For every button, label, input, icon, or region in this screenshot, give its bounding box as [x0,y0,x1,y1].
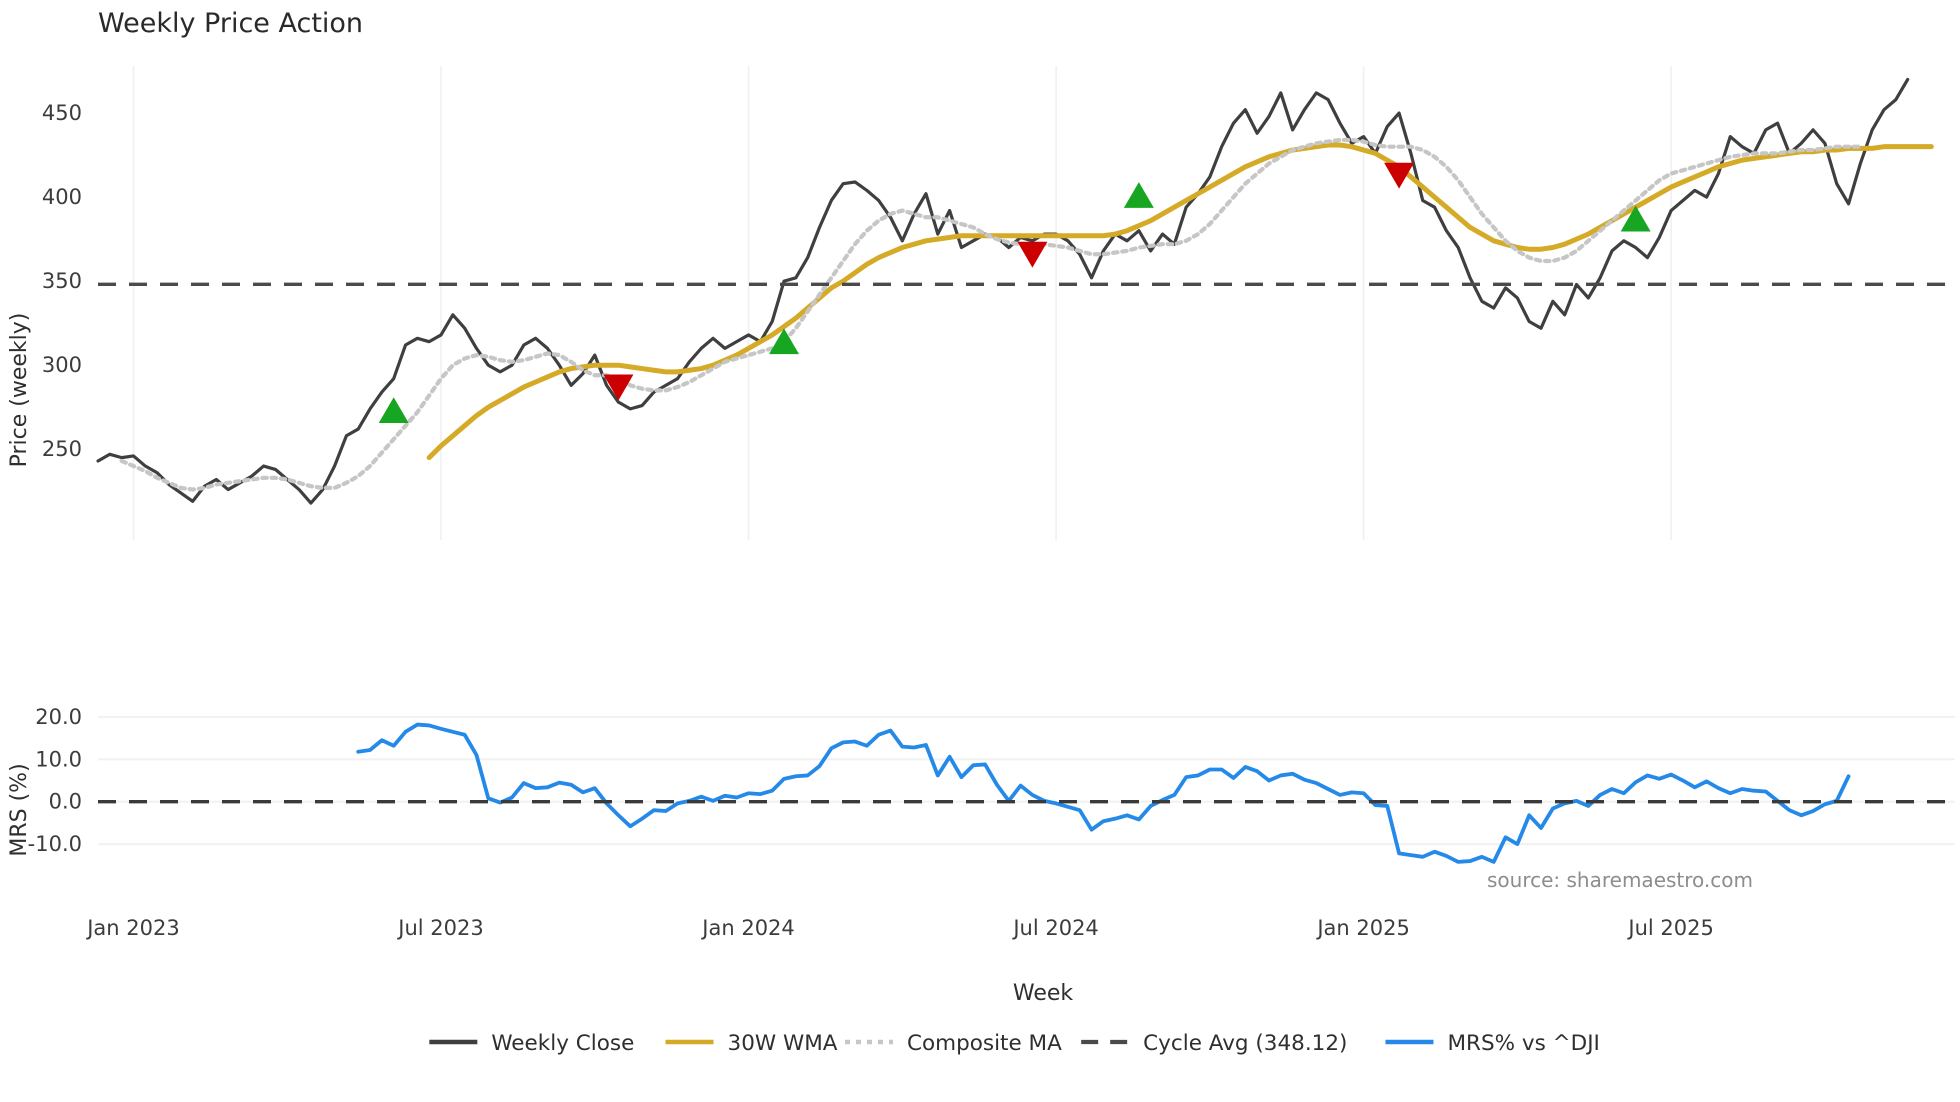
legend-item-30w-wma[interactable]: 30W WMA [665,1031,838,1056]
chart-legend: Weekly Close 30W WMA Composite MA Cycle Avg… [429,1031,1600,1056]
legend-label: MRS% vs ^DJI [1447,1031,1599,1056]
legend-item-mrs-vs-dji[interactable]: MRS% vs ^DJI [1385,1031,1600,1056]
mrs-y-axis-ticks: -10.0 0.0 10.0 20.0 [28,705,82,856]
legend-item-cycle-avg-348-12[interactable]: Cycle Avg (348.12) [1081,1031,1347,1056]
x-axis-label: Week [1013,981,1074,1006]
price-panel-gridlines [132,66,1672,540]
series-30w-wma [426,142,1934,461]
mrs-axis-label: MRS (%) [7,763,32,856]
buy-signal-marker [1620,205,1651,232]
legend-item-composite-ma[interactable]: Composite MA [844,1031,1062,1056]
legend-label: 30W WMA [728,1031,838,1056]
mrs-ytick--10.0: -10.0 [28,832,82,856]
xtick-jul-2024: Jul 2024 [1011,916,1098,940]
price-ytick-450: 450 [42,101,82,125]
price-ytick-350: 350 [42,269,82,293]
mrs-ytick-0.0: 0.0 [49,790,82,814]
xtick-jan-2024: Jan 2024 [700,916,795,940]
price-ytick-250: 250 [42,437,82,461]
price-ytick-400: 400 [42,185,82,209]
series-composite-ma [119,137,1863,492]
legend-label: Composite MA [907,1031,1062,1056]
legend-item-weekly-close[interactable]: Weekly Close [429,1031,634,1056]
price-axis-label: Price (weekly) [7,313,32,468]
xtick-jul-2023: Jul 2023 [396,916,483,940]
sell-signal-marker [1017,241,1048,268]
xtick-jul-2025: Jul 2025 [1626,916,1713,940]
source-watermark: source: sharemaestro.com [1487,868,1753,892]
price-ytick-300: 300 [42,353,82,377]
sell-signal-marker [1384,162,1415,189]
price-series-lines [96,77,1955,505]
mrs-ytick-20.0: 20.0 [35,705,82,729]
x-axis-ticks: Jan 2023 Jul 2023 Jan 2024 Jul 2024 Jan 2025… [85,916,1714,940]
mrs-ytick-10.0: 10.0 [35,747,82,771]
signal-markers [378,162,1651,424]
sell-signal-marker [603,374,634,401]
legend-label: Weekly Close [491,1031,634,1056]
price-y-axis-ticks: 250 300 350 400 450 [42,101,82,461]
buy-signal-marker [769,328,800,355]
legend-label: Cycle Avg (348.12) [1143,1031,1347,1056]
xtick-jan-2023: Jan 2023 [85,916,180,940]
mrs-panel-gridlines [98,715,1955,846]
buy-signal-marker [1123,182,1154,208]
buy-signal-marker [378,397,409,424]
mrs-series-lines [98,722,1955,864]
page-title: Weekly Price Action [98,8,363,39]
xtick-jan-2025: Jan 2025 [1315,916,1410,940]
